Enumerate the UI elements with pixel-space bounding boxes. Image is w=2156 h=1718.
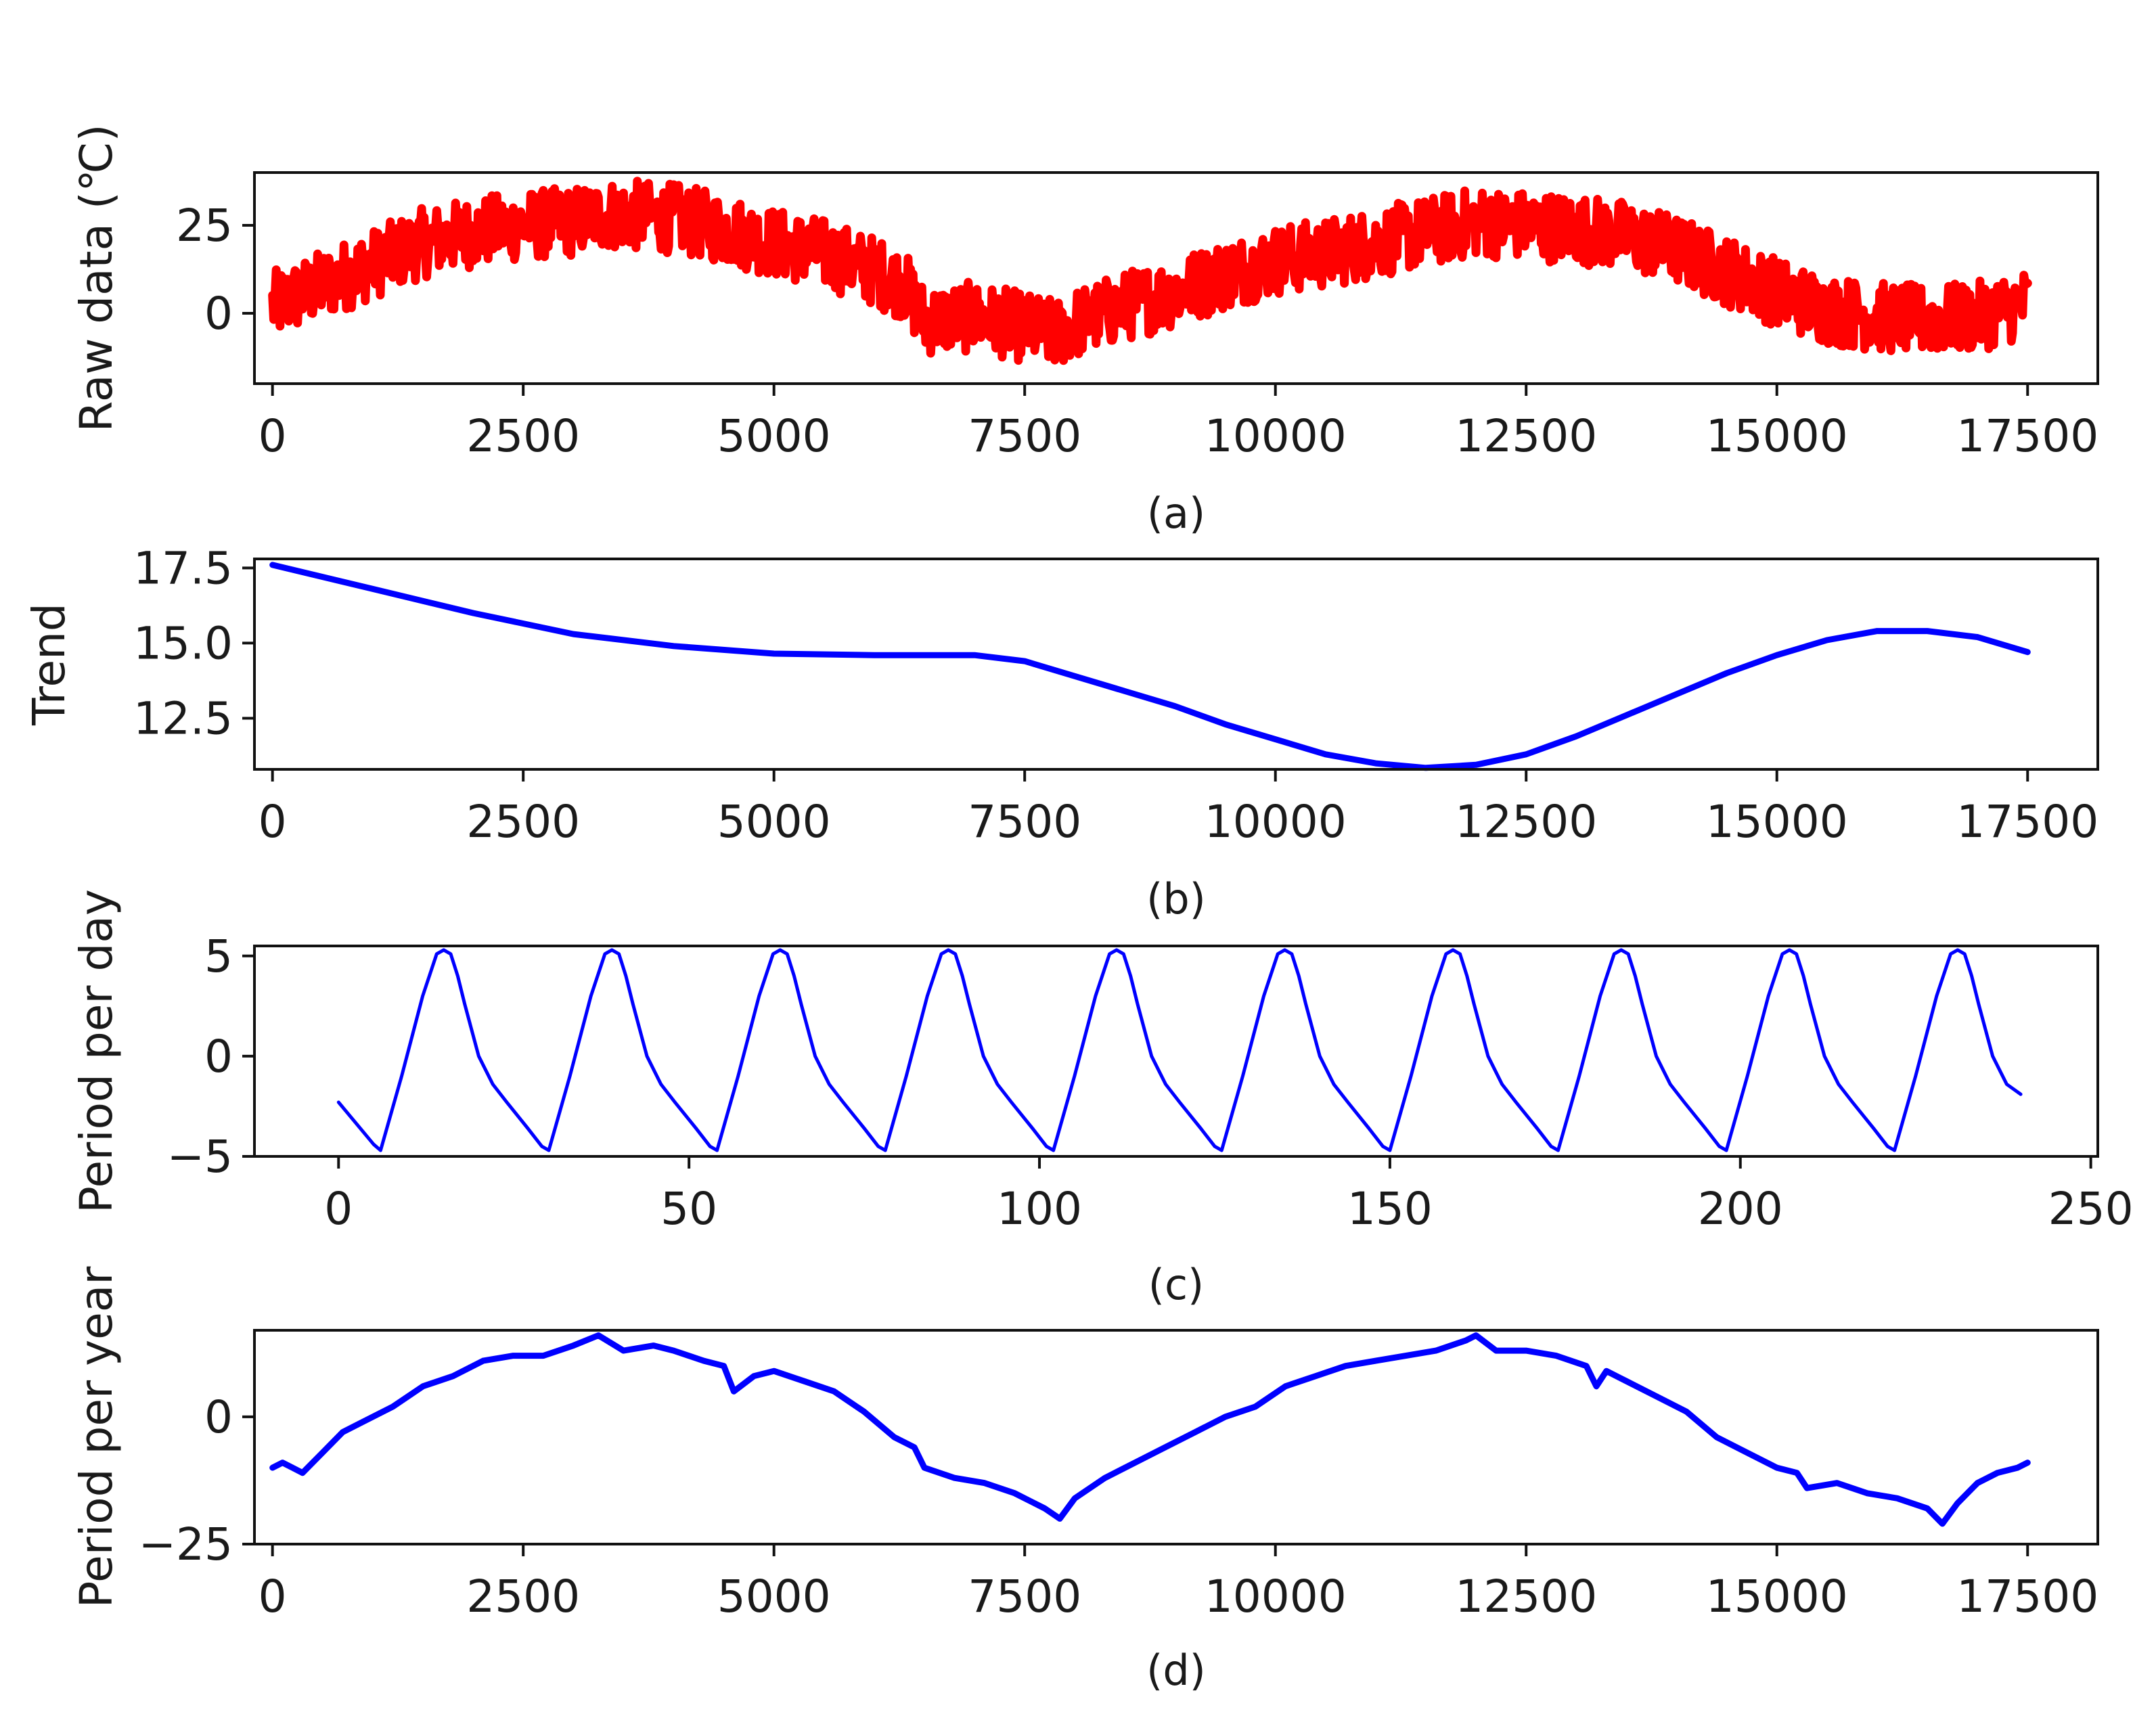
y-axis-title-d: Period per year [70,1266,122,1608]
x-tick-label-a-4: 10000 [1205,410,1347,462]
series-line-a-0 [268,177,2032,365]
x-tick-label-d-3: 7500 [968,1570,1081,1623]
plot-frame-d [253,1329,2099,1545]
x-tick-label-c-0: 0 [324,1183,353,1235]
y-tick-label-a-0: 0 [204,288,233,340]
x-tick-label-c-2: 100 [997,1183,1082,1235]
x-tick-label-b-0: 0 [259,796,287,848]
panel-caption-d: (d) [1146,1646,1206,1695]
y-axis-title-a: Raw data (℃) [70,124,122,432]
x-tick-label-a-5: 12500 [1455,410,1597,462]
series-line-b-0 [269,562,2031,771]
x-tick-label-d-6: 15000 [1706,1570,1848,1623]
plot-frame-c [253,945,2099,1158]
x-tick-label-b-4: 10000 [1205,796,1347,848]
x-tick-label-d-5: 12500 [1455,1570,1597,1623]
panel-caption-c: (c) [1148,1260,1204,1309]
y-tick-label-c-2: 5 [204,930,233,982]
panel-b: 0 2500 5000 7500 10000 12500 15000 17500 12.5 15.… [23,542,2099,924]
x-tick-label-b-3: 7500 [968,796,1081,848]
y-axis-title-b: Trend [23,603,75,726]
x-tick-label-a-3: 7500 [968,410,1081,462]
y-tick-label-b-1: 15.0 [133,617,233,669]
plot-frame-b [253,558,2099,771]
panel-caption-b: (b) [1146,874,1206,924]
plot-frame-a [253,171,2099,385]
x-tick-label-c-1: 50 [660,1183,717,1235]
y-tick-label-b-2: 17.5 [133,542,233,594]
y-tick-label-d-1: 0 [204,1391,233,1443]
y-tick-label-d-0: −25 [139,1518,233,1570]
panel-c: 0 50 100 150 200 250 −5 0 5 Period per day (c) [70,889,2134,1309]
x-tick-label-d-4: 10000 [1205,1570,1347,1623]
y-tick-label-c-1: 0 [204,1031,233,1083]
y-tick-label-a-1: 25 [176,200,233,252]
x-tick-label-b-2: 5000 [717,796,831,848]
x-tick-label-b-5: 12500 [1455,796,1597,848]
x-tick-label-d-0: 0 [259,1570,287,1623]
x-tick-label-b-1: 2500 [466,796,580,848]
y-tick-label-b-0: 12.5 [133,692,233,744]
x-tick-label-a-7: 17500 [1956,410,2098,462]
x-tick-label-b-6: 15000 [1706,796,1848,848]
x-tick-label-d-1: 2500 [466,1570,580,1623]
x-tick-label-a-1: 2500 [466,410,580,462]
y-axis-title-c: Period per day [70,889,122,1213]
x-tick-label-c-5: 250 [2048,1183,2134,1235]
x-tick-label-c-3: 150 [1347,1183,1433,1235]
panel-a: 0 2500 5000 7500 10000 12500 15000 17500 0 25 Raw … [70,124,2099,538]
series-line-c-0 [336,948,2023,1152]
x-tick-label-a-6: 15000 [1706,410,1848,462]
series-line-d-0 [269,1332,2031,1527]
x-tick-label-a-2: 5000 [717,410,831,462]
x-tick-label-b-7: 17500 [1956,796,2098,848]
x-tick-label-c-4: 200 [1698,1183,1783,1235]
x-tick-label-d-7: 17500 [1956,1570,2098,1623]
x-tick-label-d-2: 5000 [717,1570,831,1623]
panel-d: 0 2500 5000 7500 10000 12500 15000 17500 −25 0 Per… [70,1266,2099,1695]
panel-caption-a: (a) [1147,489,1205,538]
y-tick-label-c-0: −5 [167,1131,233,1183]
x-tick-label-a-0: 0 [259,410,287,462]
